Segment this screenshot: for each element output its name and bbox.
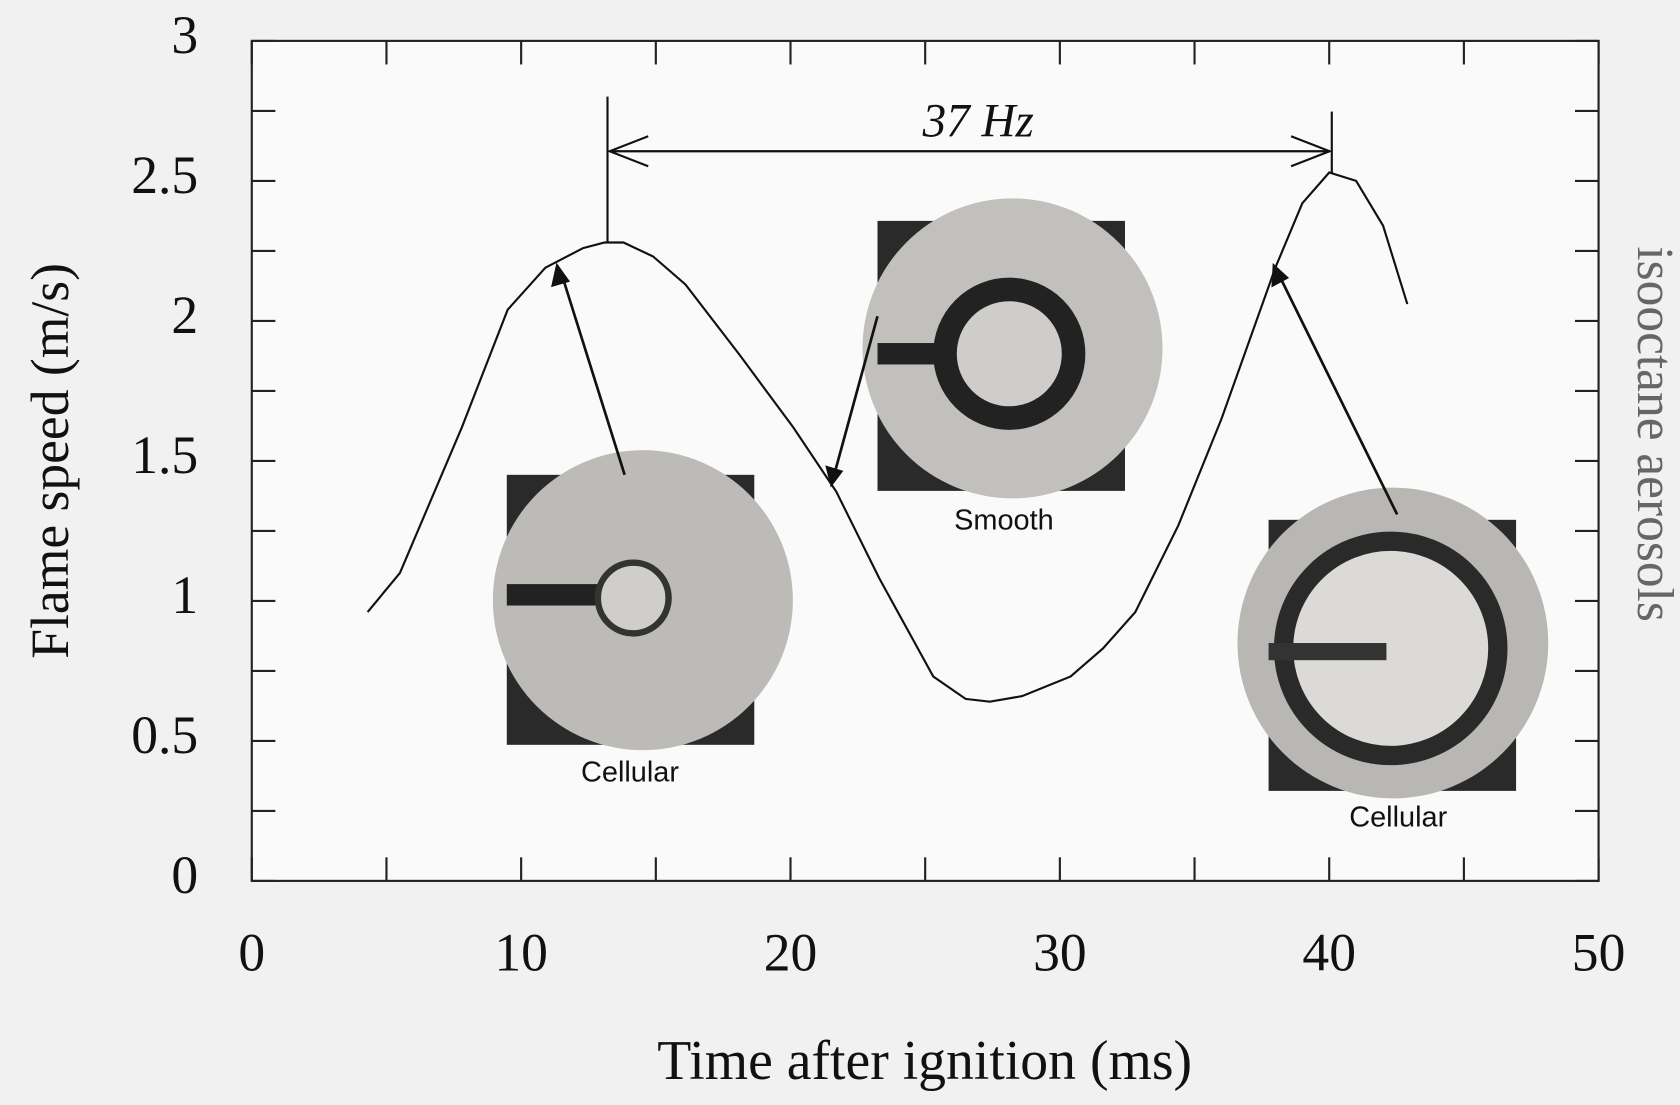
x-tick-label: 50 [1572, 922, 1626, 982]
x-tick-label: 30 [1033, 922, 1087, 982]
y-tick-label: 1 [171, 565, 198, 625]
y-tick-label: 0.5 [131, 705, 198, 765]
x-axis-label: Time after ignition (ms) [657, 1030, 1192, 1092]
inset-photo [1237, 487, 1549, 799]
data-line [366, 171, 1409, 703]
y-tick-label: 3 [171, 5, 198, 65]
inset-label: Cellular [581, 756, 679, 788]
inset-label: Cellular [1349, 801, 1447, 833]
y-tick-label: 2.5 [131, 145, 198, 205]
y-tick-label: 1.5 [131, 425, 198, 485]
x-tick-label: 20 [764, 922, 818, 982]
y-tick-label: 0 [171, 845, 198, 905]
x-tick-label: 0 [238, 922, 265, 982]
y-axis-label: Flame speed (m/s) [20, 263, 80, 659]
period-label: 37 Hz [922, 95, 1034, 147]
x-tick-label: 40 [1302, 922, 1356, 982]
inset-photo [862, 198, 1163, 499]
x-tick-label: 10 [494, 922, 548, 982]
y-tick-label: 2 [171, 285, 198, 345]
inset-arrows [551, 262, 1399, 516]
period-annotation [606, 96, 1333, 244]
inset-photo [492, 450, 793, 751]
side-label: isooctane aerosols [1626, 246, 1680, 621]
inset-label: Smooth [954, 505, 1054, 537]
